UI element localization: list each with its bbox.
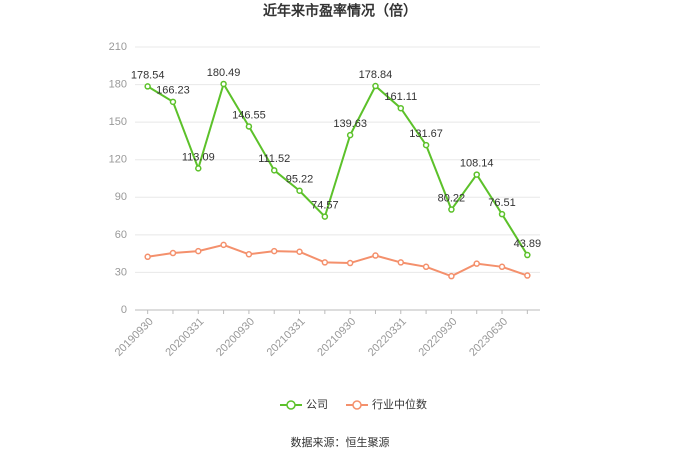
x-tick-label: 20210331 bbox=[265, 316, 308, 359]
point bbox=[169, 98, 177, 106]
point bbox=[448, 206, 455, 213]
point bbox=[524, 251, 531, 259]
y-tick-label: 120 bbox=[109, 154, 127, 166]
point bbox=[220, 80, 227, 88]
data-label: 43.89 bbox=[514, 238, 542, 250]
data-label: 108.14 bbox=[460, 157, 494, 169]
point bbox=[220, 241, 227, 249]
point bbox=[296, 187, 303, 194]
point bbox=[498, 210, 506, 218]
x-tick-label: 20220930 bbox=[416, 316, 459, 359]
data-label: 146.55 bbox=[232, 109, 266, 121]
chart-title: 近年来市盈率情况（倍） bbox=[263, 3, 417, 19]
point bbox=[346, 131, 354, 139]
point bbox=[448, 272, 455, 280]
source: 数据来源：恒生聚源 bbox=[291, 435, 390, 449]
x-tick-label: 20230630 bbox=[467, 316, 510, 359]
x-tick-label: 20220331 bbox=[366, 316, 409, 359]
data-label: 166.23 bbox=[156, 85, 190, 97]
x-tick-label: 20210930 bbox=[315, 316, 358, 359]
point bbox=[195, 165, 202, 172]
series-line bbox=[147, 243, 528, 278]
data-label: 178.84 bbox=[359, 69, 393, 81]
point bbox=[498, 263, 506, 271]
point bbox=[321, 259, 329, 266]
point bbox=[321, 213, 329, 220]
data-label: 111.52 bbox=[258, 153, 290, 165]
x-tick-label: 20190930 bbox=[113, 316, 156, 359]
y-tick-label: 30 bbox=[115, 266, 127, 278]
data-label: 74.57 bbox=[311, 200, 339, 212]
legend-label: 行业中位数 bbox=[372, 397, 427, 411]
point bbox=[372, 252, 379, 259]
data-label: 76.51 bbox=[488, 197, 516, 209]
point bbox=[169, 249, 177, 257]
point bbox=[397, 259, 405, 266]
x-tick-label: 20200331 bbox=[163, 316, 206, 359]
point bbox=[144, 83, 151, 90]
data-label: 161.11 bbox=[384, 91, 417, 103]
y-tick-label: 210 bbox=[109, 41, 127, 53]
point bbox=[422, 263, 430, 271]
data-label: 80.22 bbox=[438, 192, 466, 204]
data-label: 95.22 bbox=[286, 174, 314, 186]
legend-label: 公司 bbox=[306, 399, 328, 411]
x-tick-label: 20200930 bbox=[214, 316, 257, 359]
point bbox=[524, 272, 531, 279]
point bbox=[473, 171, 480, 178]
point bbox=[270, 167, 278, 174]
legend-marker bbox=[286, 400, 296, 410]
point bbox=[296, 248, 303, 256]
data-label: 180.49 bbox=[207, 67, 241, 79]
legend-marker bbox=[352, 400, 362, 410]
data-label: 113.09 bbox=[182, 151, 215, 163]
point bbox=[245, 251, 253, 258]
point bbox=[195, 247, 202, 255]
data-label: 178.54 bbox=[131, 69, 165, 81]
point bbox=[144, 253, 151, 261]
series-line bbox=[147, 81, 529, 256]
y-tick-label: 180 bbox=[109, 78, 127, 90]
point bbox=[372, 82, 379, 90]
y-tick-label: 0 bbox=[121, 304, 127, 316]
y-tick-label: 150 bbox=[109, 116, 127, 128]
y-tick-label: 60 bbox=[115, 229, 127, 241]
y-tick-label: 90 bbox=[115, 191, 127, 203]
data-label: 139.63 bbox=[333, 118, 367, 130]
point bbox=[397, 104, 405, 112]
point bbox=[346, 259, 354, 267]
point bbox=[245, 123, 253, 130]
point bbox=[270, 247, 278, 255]
point bbox=[473, 260, 480, 267]
point bbox=[422, 141, 430, 149]
data-label: 131.67 bbox=[409, 128, 443, 140]
